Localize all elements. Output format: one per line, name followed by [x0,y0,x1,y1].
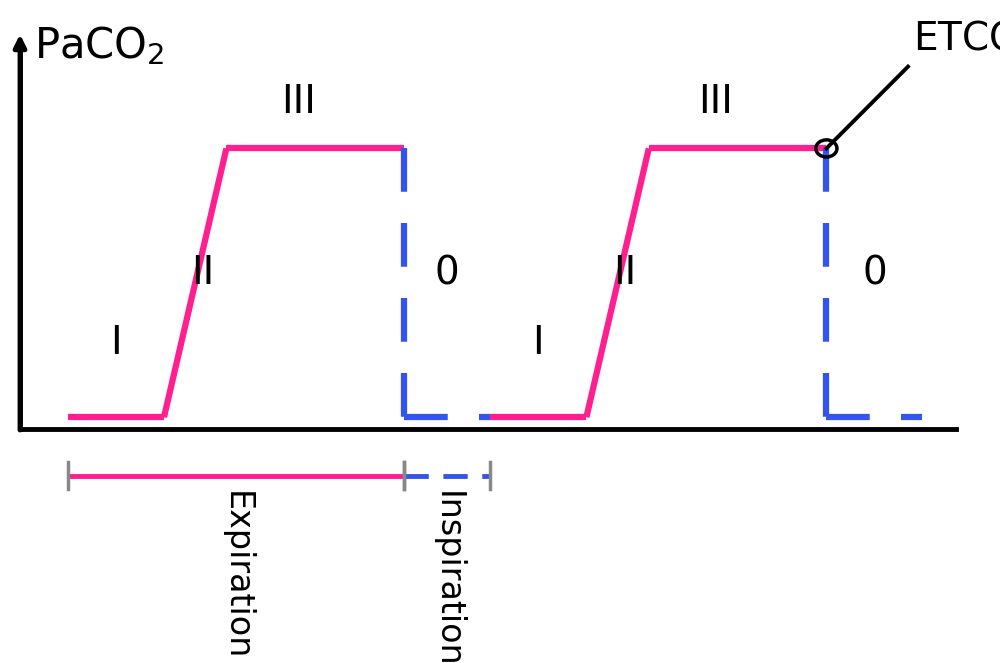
Text: I: I [110,324,122,362]
Text: I: I [533,324,544,362]
Text: III: III [281,83,316,121]
Text: II: II [613,254,636,292]
Text: PaCO$_2$: PaCO$_2$ [34,24,165,67]
Text: Expiration: Expiration [220,491,252,660]
Text: II: II [191,254,214,292]
Text: 0: 0 [862,254,887,292]
Text: ETCO$_2$: ETCO$_2$ [913,19,1000,59]
Text: III: III [699,83,733,121]
Text: Inspiration: Inspiration [431,491,464,663]
Text: 0: 0 [435,254,460,292]
